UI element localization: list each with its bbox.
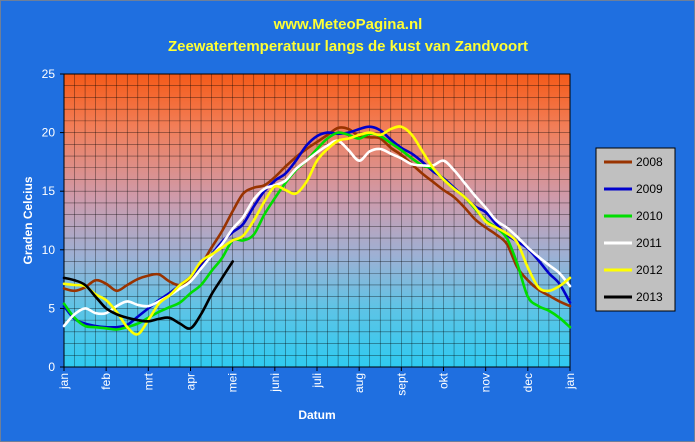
- x-axis: jan feb mrt apr mei juni juli aug sept okt nov dec j…: [57, 367, 577, 396]
- x-tick-label: mei: [226, 373, 240, 392]
- legend-label-2011: 2011: [636, 236, 662, 250]
- chart-title: www.MeteoPagina.nl: [273, 16, 423, 33]
- legend-label-2010: 2010: [636, 209, 663, 223]
- x-tick-label: apr: [184, 373, 198, 390]
- legend-label-2009: 2009: [636, 182, 663, 196]
- legend-box: [595, 147, 676, 312]
- x-tick-label: jan: [563, 373, 577, 390]
- x-tick-label: juli: [310, 373, 324, 389]
- chart-subtitle: Zeewatertemperatuur langs de kust van Za…: [168, 38, 528, 55]
- y-tick-label: 25: [42, 67, 56, 81]
- y-axis: 0 5 10 15 20 25: [42, 67, 64, 374]
- y-tick-label: 15: [42, 184, 56, 198]
- x-tick-label: feb: [99, 373, 113, 390]
- y-axis-title: Graden Celcius: [21, 176, 35, 264]
- y-tick-label: 5: [48, 301, 55, 315]
- x-tick-label: sept: [394, 372, 408, 395]
- series-line-2013: [62, 260, 234, 330]
- x-tick-label: juni: [268, 373, 282, 393]
- legend-label-2013: 2013: [636, 290, 663, 304]
- x-tick-label: jan: [57, 373, 71, 390]
- x-tick-label: dec: [521, 373, 535, 392]
- series-line-2011: [62, 139, 572, 328]
- legend: 2008 2009 2010 2011 2012 2013: [595, 147, 676, 312]
- series-lines: [62, 125, 572, 336]
- y-tick-label: 10: [42, 243, 56, 257]
- legend-label-2008: 2008: [636, 155, 663, 169]
- series-line-2008: [62, 126, 572, 308]
- x-axis-title: Datum: [298, 408, 335, 422]
- x-tick-label: aug: [352, 373, 366, 393]
- x-tick-label: okt: [437, 372, 451, 389]
- x-tick-label: nov: [479, 373, 493, 392]
- legend-label-2012: 2012: [636, 263, 663, 277]
- y-tick-label: 20: [42, 126, 56, 140]
- y-tick-label: 0: [48, 360, 55, 374]
- series-line-2009: [62, 125, 572, 329]
- x-tick-label: mrt: [141, 372, 155, 390]
